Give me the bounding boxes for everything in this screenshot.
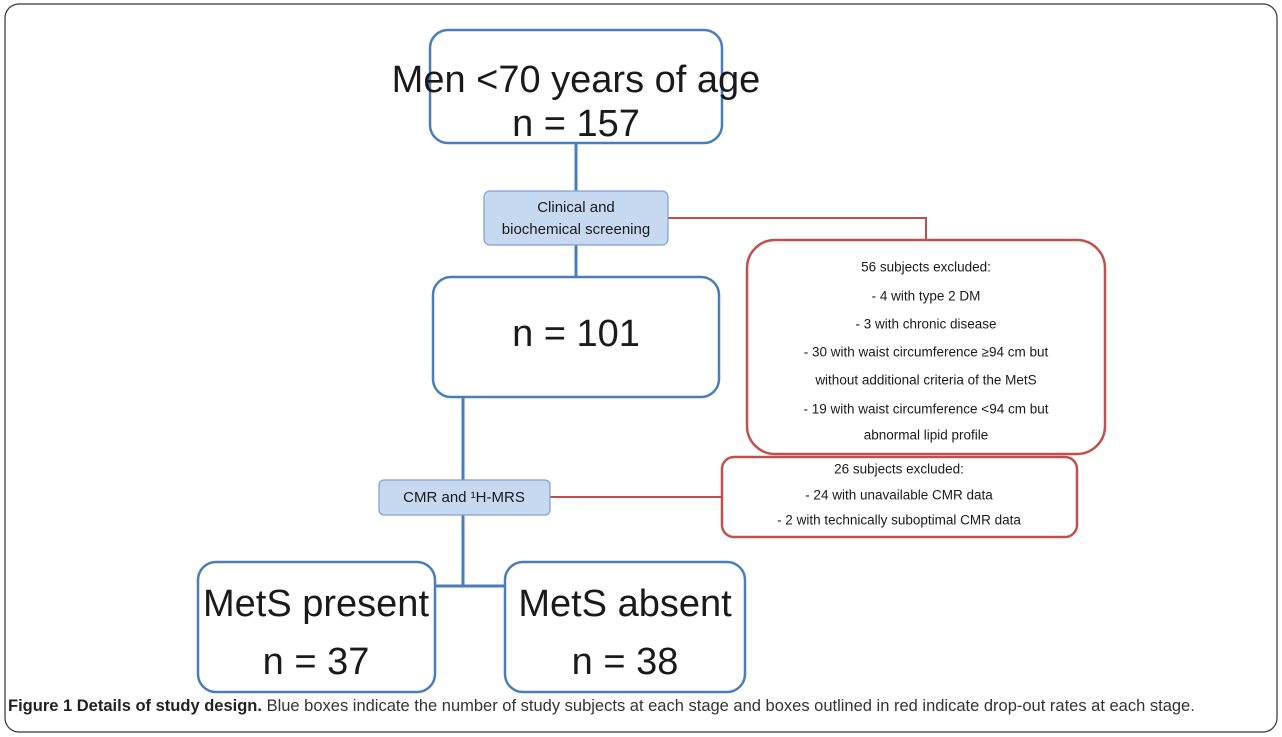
exclusion-line: - 3 with chronic disease <box>855 317 996 332</box>
frame <box>4 3 1278 733</box>
step-label: CMR and ¹H-MRS <box>403 489 525 506</box>
node-box <box>503 560 747 694</box>
node-label: MetS present <box>203 583 429 625</box>
exclusion-line: - 24 with unavailable CMR data <box>805 488 993 503</box>
exclusion-box <box>745 238 1107 456</box>
exclusion-line: - 4 with type 2 DM <box>872 289 981 304</box>
connector <box>668 217 927 240</box>
caption-title: Figure 1 Details of study design. <box>8 697 262 715</box>
node-box <box>428 28 724 145</box>
step-label: Clinical and <box>537 199 615 216</box>
step-label: biochemical screening <box>502 221 650 238</box>
node-box <box>431 275 721 399</box>
exclusion-line: - 30 with waist circumference ≥94 cm but <box>804 345 1049 360</box>
node-count: n = 37 <box>263 641 370 683</box>
node-label: Men <70 years of age <box>392 59 761 101</box>
node-box <box>196 560 437 694</box>
step-box <box>483 190 669 246</box>
exclusion-title: 56 subjects excluded: <box>861 260 991 275</box>
node-count: n = 157 <box>512 103 640 145</box>
caption-text: Blue boxes indicate the number of study … <box>266 697 1195 715</box>
caption: Figure 1 Details of study design. Blue b… <box>8 695 1270 717</box>
exclusion-line: without additional criteria of the MetS <box>814 373 1036 388</box>
exclusion-title: 26 subjects excluded: <box>834 462 964 477</box>
node-count: n = 101 <box>512 313 640 355</box>
exclusion-line: - 19 with waist circumference <94 cm but <box>804 402 1049 417</box>
exclusion-box <box>720 455 1079 539</box>
node-label: MetS absent <box>518 583 732 625</box>
exclusion-line: - 2 with technically suboptimal CMR data <box>777 513 1021 528</box>
step-box <box>378 479 551 516</box>
exclusion-line: abnormal lipid profile <box>864 428 989 443</box>
node-count: n = 38 <box>572 641 679 683</box>
